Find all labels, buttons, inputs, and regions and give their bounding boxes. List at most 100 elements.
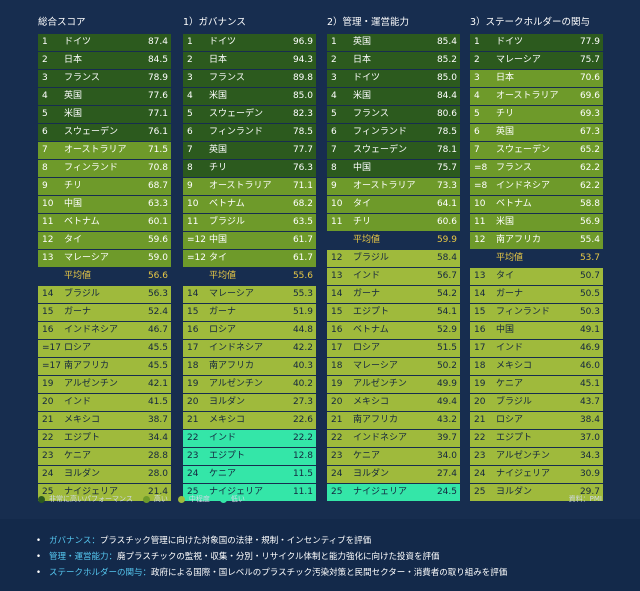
score-cell: 54.1: [436, 307, 457, 317]
country-cell: インド: [209, 433, 237, 443]
rank-cell: 3: [187, 73, 193, 83]
country-cell: 英国: [496, 127, 515, 137]
score-cell: 77.1: [147, 109, 168, 119]
score-cell: 51.5: [436, 343, 457, 353]
country-cell: インド: [496, 343, 524, 353]
rank-cell: 1: [474, 37, 480, 47]
legend-label: 高い: [153, 495, 168, 503]
table-row: 22 インドネシア 39.7: [327, 430, 460, 447]
country-cell: インドネシア: [353, 433, 408, 443]
country-cell: 米国: [353, 91, 372, 101]
rank-cell: 22: [187, 433, 199, 443]
country-cell: ブラジル: [209, 217, 245, 227]
rank-cell: 23: [474, 451, 486, 461]
table-row: 12 ブラジル 58.4: [327, 250, 460, 267]
score-cell: 50.2: [436, 361, 457, 371]
table-row: 16 ベトナム 52.9: [327, 322, 460, 339]
rank-cell: 16: [331, 325, 343, 335]
note-text: プラスチック管理に向けた対象国の法律・規制・インセンティブを評価: [99, 536, 372, 546]
rank-cell: 6: [187, 127, 193, 137]
note-item: • 管理・運営能力：廃プラスチックの監視・収集・分別・リサイクル体制と能力強化に向…: [36, 549, 507, 565]
score-cell: 82.3: [292, 109, 313, 119]
rank-cell: =8: [474, 181, 488, 191]
country-cell: フランス: [209, 73, 245, 83]
table-row: 19 アルゼンチン 40.2: [183, 376, 316, 393]
country-cell: ベトナム: [64, 217, 100, 227]
note-item: • ガバナンス：プラスチック管理に向けた対象国の法律・規制・インセンティブを評価: [36, 533, 507, 549]
rank-cell: 21: [187, 415, 199, 425]
rank-cell: 16: [42, 325, 54, 335]
country-cell: フィンランド: [496, 307, 550, 317]
rank-cell: 14: [42, 289, 54, 299]
table-row: 3 日本 70.6: [470, 70, 603, 87]
table-row: 8 フィンランド 70.8: [38, 160, 171, 177]
rank-cell: 10: [331, 199, 343, 209]
country-cell: ガーナ: [496, 289, 524, 299]
score-cell: 59.9: [436, 235, 457, 245]
country-cell: フィンランド: [64, 163, 118, 173]
score-cell: 85.0: [292, 91, 313, 101]
notes: • ガバナンス：プラスチック管理に向けた対象国の法律・規制・インセンティブを評価 …: [36, 533, 507, 581]
rank-cell: 21: [331, 415, 343, 425]
table-stakeholder-engagement: 3）ステークホルダーの関与 1 ドイツ 77.9 2 マレーシア 75.7 3 日本 70.6 4…: [470, 12, 603, 502]
score-cell: 22.6: [292, 415, 313, 425]
score-cell: 76.3: [292, 163, 313, 173]
country-cell: メキシコ: [496, 361, 533, 371]
score-cell: 55.3: [292, 289, 313, 299]
rank-cell: 4: [474, 91, 480, 101]
rank-cell: 24: [42, 469, 54, 479]
rank-cell: 8: [42, 163, 48, 173]
score-cell: 78.9: [147, 73, 168, 83]
score-cell: 61.7: [292, 253, 313, 263]
table-row: 11 ベトナム 60.1: [38, 214, 171, 231]
rank-cell: 19: [474, 379, 486, 389]
country-cell: ナイジェリア: [353, 487, 408, 497]
rank-cell: 17: [331, 343, 343, 353]
rank-cell: 20: [331, 397, 343, 407]
country-cell: ナイジェリア: [496, 469, 551, 479]
score-cell: 69.3: [579, 109, 600, 119]
country-cell: ガーナ: [353, 289, 381, 299]
score-cell: 30.9: [579, 469, 600, 479]
country-cell: エジプト: [496, 433, 533, 443]
rank-cell: 9: [42, 181, 48, 191]
country-cell: ロシア: [209, 325, 237, 335]
rank-cell: 16: [187, 325, 199, 335]
bullet-icon: •: [36, 568, 42, 578]
score-cell: 54.2: [436, 289, 457, 299]
table-row: 7 スウェーデン 78.1: [327, 142, 460, 159]
table-row: 10 ベトナム 58.8: [470, 196, 603, 213]
country-cell: フィンランド: [209, 127, 263, 137]
table-row: 14 ガーナ 54.2: [327, 286, 460, 303]
legend-swatch-icon: [142, 495, 150, 503]
table-row: 1 ドイツ 87.4: [38, 34, 171, 51]
table-row: 25 ナイジェリア 24.5: [327, 484, 460, 501]
country-cell: 中国: [209, 235, 228, 245]
score-cell: 52.4: [147, 307, 168, 317]
country-cell: ケニア: [496, 379, 524, 389]
table-row: 2 日本 84.5: [38, 52, 171, 69]
table-row: 8 中国 75.7: [327, 160, 460, 177]
country-cell: ブラジル: [353, 253, 389, 263]
chart-panel: 総合スコア 1 ドイツ 87.4 2 日本 84.5 3 フランス 78.9 4 英国 77.6 5 米国…: [38, 12, 603, 504]
table-row: 21 南アフリカ 43.2: [327, 412, 460, 429]
table-row: =17 南アフリカ 45.5: [38, 358, 171, 375]
table-row: 24 ヨルダン 28.0: [38, 466, 171, 483]
country-cell: スウェーデン: [64, 127, 119, 137]
country-cell: ヨルダン: [209, 397, 246, 407]
rank-cell: 10: [187, 199, 199, 209]
rank-cell: =8: [474, 163, 488, 173]
country-cell: 日本: [64, 55, 83, 65]
legend-item: 高い: [142, 494, 168, 504]
rank-cell: 14: [187, 289, 199, 299]
country-cell: エジプト: [64, 433, 101, 443]
score-cell: 69.6: [579, 91, 600, 101]
score-cell: 89.8: [292, 73, 313, 83]
rank-cell: 5: [42, 109, 48, 119]
table-row: 21 メキシコ 38.7: [38, 412, 171, 429]
score-cell: 59.0: [147, 253, 168, 263]
table-row: 20 ヨルダン 27.3: [183, 394, 316, 411]
score-cell: 49.9: [436, 379, 457, 389]
country-cell: マレーシア: [64, 253, 109, 263]
country-cell: ナイジェリア: [64, 487, 119, 497]
